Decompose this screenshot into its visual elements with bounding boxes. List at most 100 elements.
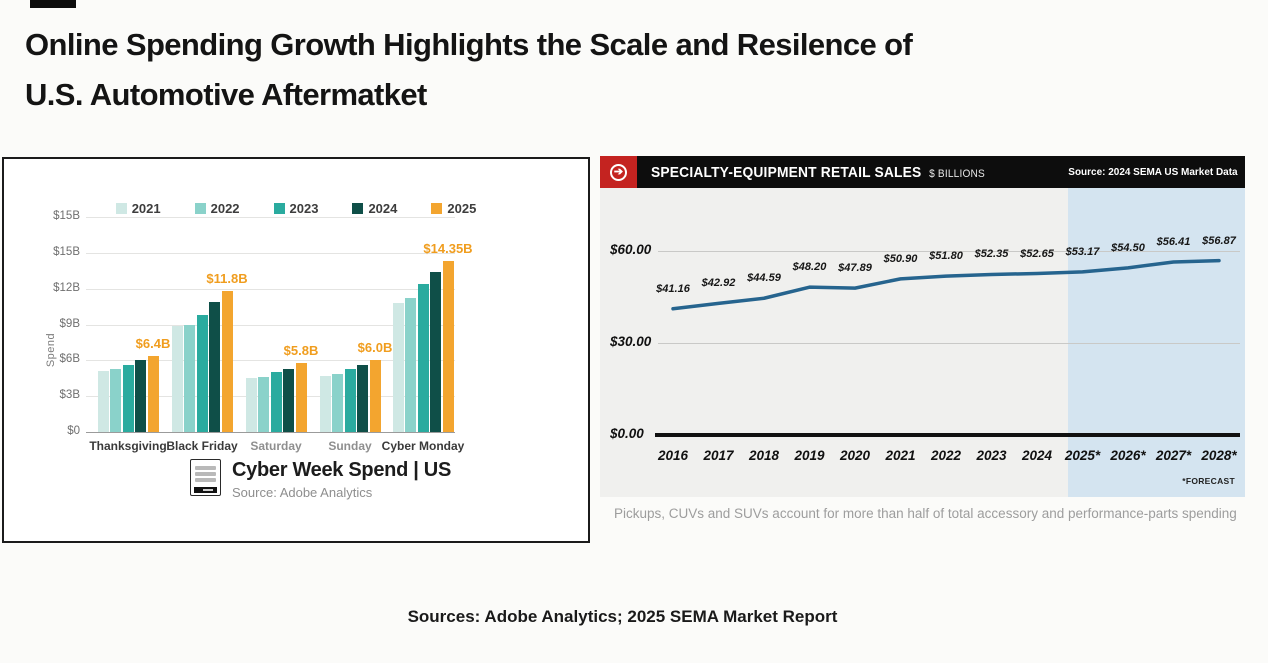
cyber-week-chart-panel: 2021 2022 2023 2024 2025 Spend $6.4B $11.8B $5… <box>2 157 590 543</box>
x-year-label: 2025* <box>1064 448 1101 463</box>
bar-thanksgiving-2023 <box>122 365 134 432</box>
bar-saturday-2022 <box>258 377 269 432</box>
circle-right-arrow-icon: ➔ <box>610 163 627 181</box>
bar-sunday-2023 <box>344 368 356 432</box>
legend-label: 2021 <box>131 201 161 216</box>
bar-cyber-monday-2025 <box>442 260 454 432</box>
forecast-shaded-region <box>1068 188 1245 497</box>
bar-sunday-2025 <box>369 360 381 432</box>
y-tick-label: $0 <box>67 425 80 437</box>
legend-item-2022: 2022 <box>194 201 240 216</box>
legend-item-2024: 2024 <box>352 201 397 216</box>
y-tick-label: $15B <box>53 210 80 223</box>
bar-value-label: $5.8B <box>283 342 319 358</box>
x-year-label: 2018 <box>748 448 780 463</box>
bar-sunday-2024 <box>357 365 368 432</box>
legend-swatch-icon <box>431 203 443 214</box>
data-point-label: $50.90 <box>883 252 918 265</box>
logo-scribble-line <box>195 466 216 470</box>
x-category-label: Black Friday <box>166 439 238 453</box>
bar-black-friday-2025 <box>221 291 233 432</box>
x-axis-line <box>86 432 455 433</box>
data-point-label: $48.20 <box>792 261 827 274</box>
bar-black-friday-2022 <box>184 324 195 432</box>
legend-swatch-icon <box>352 203 364 214</box>
data-point-label: $52.35 <box>974 248 1009 261</box>
retail-sales-unit-text: $ BILLIONS <box>929 167 985 180</box>
bar-value-label: $6.0B <box>357 340 393 356</box>
bar-saturday-2021 <box>245 378 257 432</box>
bar-cyber-monday-2021 <box>392 303 404 432</box>
y-tick-label: $30.00 <box>610 333 652 349</box>
legend-swatch-icon <box>115 203 127 214</box>
x-year-label: 2019 <box>794 448 825 463</box>
grid-line <box>86 288 455 290</box>
grid-line <box>86 324 455 326</box>
bar-thanksgiving-2021 <box>97 371 109 432</box>
slide-corner-mark <box>30 0 76 8</box>
retail-sales-caption: Pickups, CUVs and SUVs account for more … <box>614 506 1237 521</box>
retail-sales-chart-title: SPECIALTY-EQUIPMENT RETAIL SALES $ BILLI… <box>651 164 985 181</box>
bar-chart-legend: 2021 2022 2023 2024 2025 <box>4 201 588 216</box>
retail-sales-chart-source: Source: 2024 SEMA US Market Data <box>1068 166 1238 178</box>
x-year-label: 2028* <box>1201 448 1237 463</box>
x-year-label: 2022 <box>930 448 962 463</box>
y-tick-label: $60.00 <box>610 241 652 257</box>
legend-item-2021: 2021 <box>115 201 161 216</box>
x-year-label: 2021 <box>885 448 916 463</box>
logo-strip <box>194 487 217 493</box>
bar-cyber-monday-2023 <box>417 283 429 432</box>
sources-footer: Sources: Adobe Analytics; 2025 SEMA Mark… <box>407 607 838 626</box>
y-tick-label: $3B <box>59 389 80 402</box>
page-title-line-2: U.S. Automotive Aftermatket <box>25 77 427 112</box>
bar-cyber-monday-2024 <box>430 272 441 432</box>
sales-trend-line <box>671 258 1221 311</box>
x-axis-line <box>655 433 1240 437</box>
bar-thanksgiving-2022 <box>110 368 121 432</box>
data-point-label: $47.89 <box>838 262 872 275</box>
x-category-label: Cyber Monday <box>381 439 465 453</box>
red-arrow-chip: ➔ <box>600 156 637 188</box>
bar-black-friday-2021 <box>171 325 183 432</box>
legend-swatch-icon <box>194 203 206 214</box>
bar-value-label: $11.8B <box>206 271 248 287</box>
x-year-label: 2016 <box>657 448 689 463</box>
retail-sales-line-chart: *FORECAST $60.00 $30.00 $0.00 $41.16 2016 $42… <box>600 188 1245 497</box>
page-title-line-1: Online Spending Growth Highlights the Sc… <box>25 27 913 62</box>
bar-saturday-2023 <box>270 372 282 432</box>
x-category-label: Sunday <box>328 439 372 453</box>
data-point-label: $41.16 <box>656 282 690 295</box>
bar-cyber-monday-2022 <box>405 298 416 432</box>
x-year-label: 2017 <box>703 448 734 463</box>
legend-label: 2025 <box>447 201 477 216</box>
data-point-label: $44.59 <box>747 272 781 285</box>
logo-scribble-line <box>195 472 216 476</box>
legend-swatch-icon <box>273 203 285 214</box>
bar-chart-title: Cyber Week Spend | US <box>232 459 451 481</box>
bar-saturday-2024 <box>283 368 294 432</box>
grid-line <box>86 360 455 362</box>
grid-line <box>658 342 1240 344</box>
legend-label: 2023 <box>289 201 319 216</box>
data-point-label: $56.87 <box>1202 234 1236 247</box>
y-tick-label: $12B <box>53 281 80 294</box>
grid-line <box>86 217 455 219</box>
bar-black-friday-2023 <box>196 315 208 432</box>
x-category-label: Thanksgiving <box>89 439 167 453</box>
forecast-note: *FORECAST <box>1182 476 1235 486</box>
data-point-label: $56.41 <box>1156 235 1191 248</box>
legend-label: 2024 <box>368 201 398 216</box>
bar-thanksgiving-2024 <box>135 360 146 432</box>
grid-line <box>658 250 1240 252</box>
x-year-label: 2023 <box>976 448 1007 463</box>
x-year-label: 2026* <box>1110 448 1146 463</box>
bar-chart-plot-area: $6.4B $11.8B $5.8B $6.0B $14.35B <box>4 159 588 433</box>
bar-chart-footer: Cyber Week Spend | US Source: Adobe Anal… <box>190 459 451 500</box>
bar-value-label: $14.35B <box>423 240 473 256</box>
data-point-label: $54.50 <box>1111 241 1145 254</box>
bar-sunday-2022 <box>332 373 343 432</box>
grid-line <box>86 252 455 254</box>
x-year-label: 2027* <box>1155 448 1192 463</box>
y-tick-label: $9B <box>59 317 80 330</box>
data-point-label: $52.65 <box>1020 247 1054 260</box>
